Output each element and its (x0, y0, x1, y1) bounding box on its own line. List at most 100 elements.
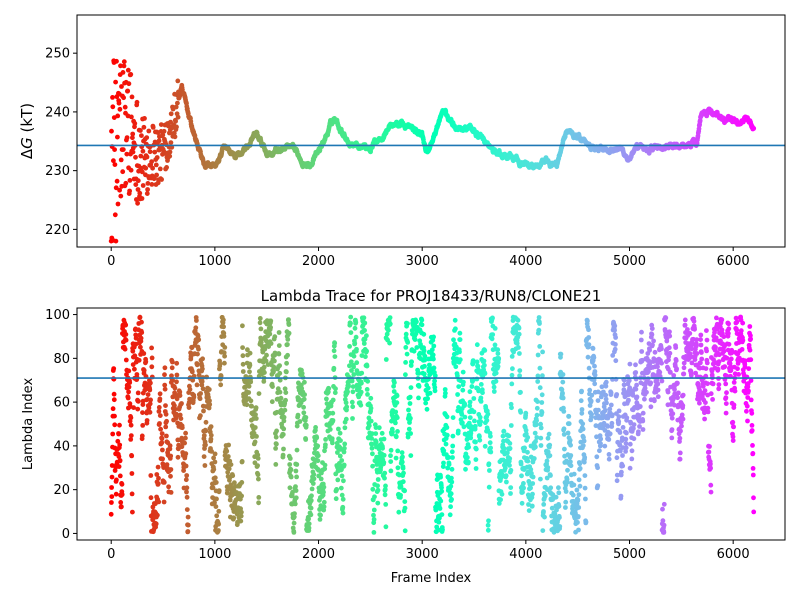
lambda-point (293, 484, 298, 489)
lambda-point (185, 514, 191, 520)
lambda-point (642, 396, 647, 402)
lambda-point (575, 497, 581, 503)
lambda-point (200, 356, 206, 362)
lambda-point (568, 459, 573, 465)
lambda-point (230, 473, 236, 479)
lambda-point (280, 432, 286, 437)
lambda-point (112, 413, 117, 419)
lambda-point (172, 406, 178, 412)
lambda-point (338, 447, 344, 452)
lambda-point (253, 405, 259, 411)
lambda-point (475, 363, 481, 369)
lambda-point (337, 430, 343, 436)
delta-g-point (173, 104, 179, 110)
lambda-point (595, 483, 601, 489)
lambda-point (256, 476, 261, 482)
lambda-point (276, 343, 282, 348)
lambda-point (453, 364, 459, 370)
lambda-point (401, 470, 406, 476)
lambda-point (285, 337, 291, 342)
lambda-point (368, 395, 374, 401)
delta-g-point (143, 165, 149, 171)
lambda-point (477, 414, 483, 420)
lambda-point (504, 479, 509, 485)
lambda-point (431, 334, 436, 340)
lambda-point (112, 422, 118, 428)
lambda-point (380, 445, 385, 451)
lambda-point (634, 394, 640, 400)
lambda-point (453, 326, 458, 332)
lambda-point (516, 325, 522, 331)
lambda-point (539, 410, 545, 415)
lambda-point (271, 368, 276, 374)
lambda-point (369, 445, 375, 451)
lambda-point (561, 426, 567, 432)
lambda-point (536, 327, 542, 333)
lambda-point (516, 331, 522, 337)
lambda-point (177, 412, 183, 418)
lambda-point (673, 345, 679, 350)
lambda-point (132, 366, 137, 372)
lambda-point (352, 341, 358, 346)
lambda-point (577, 483, 583, 489)
lambda-point (537, 321, 542, 326)
lambda-point (647, 347, 652, 353)
delta-g-point (173, 118, 179, 124)
lambda-point (347, 363, 352, 369)
lambda-point (317, 517, 323, 522)
lambda-point (540, 349, 545, 355)
lambda-point (509, 405, 514, 411)
lambda-point (408, 415, 413, 421)
lambda-point (680, 392, 686, 398)
lambda-point (618, 493, 624, 499)
lambda-point (129, 453, 135, 459)
lambda-point (487, 468, 492, 473)
lambda-point (159, 431, 165, 436)
lambda-point (283, 397, 288, 403)
delta-g-point (751, 125, 757, 131)
lambda-point (583, 496, 588, 502)
lambda-point (705, 381, 710, 387)
delta-g-x-tick-label: 2000 (302, 254, 335, 269)
lambda-point (343, 416, 349, 422)
lambda-point (698, 337, 703, 342)
lambda-point (240, 323, 245, 329)
lambda-point (255, 452, 261, 458)
lambda-point (667, 333, 673, 339)
lambda-point (538, 421, 543, 427)
lambda-point (333, 496, 339, 502)
lambda-point (586, 327, 591, 333)
lambda-point (634, 382, 639, 388)
lambda-point (123, 337, 129, 343)
lambda-point (240, 369, 246, 374)
lambda-point (648, 404, 654, 410)
lambda-point (427, 390, 433, 396)
lambda-point (148, 380, 153, 386)
lambda-point (129, 471, 135, 476)
lambda-point (277, 377, 283, 383)
delta-g-point (164, 165, 170, 170)
lambda-point (178, 416, 184, 421)
lambda-point (127, 380, 133, 385)
lambda-point (164, 433, 169, 439)
lambda-point (395, 429, 400, 434)
lambda-point (577, 466, 583, 471)
lambda-point (195, 351, 200, 357)
lambda-point (627, 441, 633, 447)
lambda-point (217, 361, 223, 367)
delta-g-point (168, 119, 174, 125)
delta-g-point (149, 182, 155, 187)
lambda-point (697, 400, 702, 406)
lambda-point (521, 481, 526, 486)
lambda-point (274, 428, 279, 434)
delta-g-point (158, 122, 164, 127)
lambda-point (189, 369, 195, 375)
lambda-point (605, 424, 611, 429)
lambda-point (537, 344, 543, 349)
lambda-point (166, 484, 172, 490)
lambda-point (619, 469, 624, 475)
lambda-point (495, 351, 501, 356)
lambda-point (402, 505, 408, 511)
lambda-point (332, 390, 338, 396)
lambda-point (268, 318, 274, 324)
